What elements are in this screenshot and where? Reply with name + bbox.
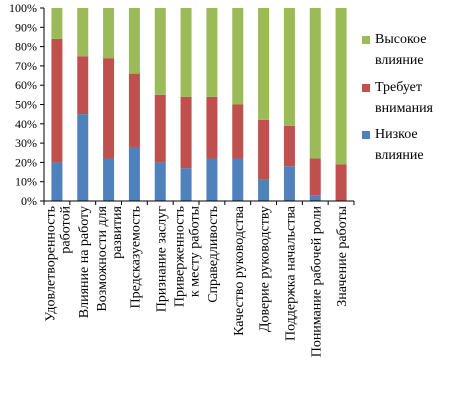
x-category-label-line: Признание заслуг bbox=[154, 206, 169, 312]
bar-segment-5-series-3 bbox=[154, 8, 166, 95]
x-category-label: Предсказуемость bbox=[128, 206, 143, 308]
y-tick-label: 0% bbox=[21, 194, 37, 208]
x-category-label-line: к месту работы bbox=[188, 205, 203, 297]
bar-segment-3-series-1 bbox=[103, 158, 115, 201]
bar-segment-2-series-1 bbox=[77, 114, 89, 201]
legend-swatch bbox=[362, 36, 370, 44]
bar-segment-9-series-2 bbox=[258, 119, 270, 180]
y-tick-label: 60% bbox=[15, 78, 37, 92]
x-category-label-line: Доверие руководству bbox=[258, 206, 273, 332]
x-category-label: Понимание рабочей роли bbox=[309, 206, 324, 358]
y-tick-label: 100% bbox=[9, 1, 37, 15]
x-category-label-line: работой bbox=[58, 205, 73, 253]
x-category-label: Значение работы bbox=[335, 205, 350, 306]
x-category-label-line: Понимание рабочей роли bbox=[309, 206, 324, 358]
x-category-label: Приверженность к месту работы bbox=[173, 205, 203, 307]
bar-segment-4-series-1 bbox=[128, 146, 140, 201]
legend: Высокое влияние Требует внимания Низкое влиян… bbox=[362, 32, 434, 163]
y-tick-label: 50% bbox=[15, 98, 37, 112]
bar-segment-4-series-3 bbox=[128, 8, 140, 74]
bar-segment-5-series-2 bbox=[154, 94, 166, 163]
plot-area bbox=[51, 8, 347, 201]
x-category-label-line: Качество руководства bbox=[232, 205, 247, 336]
bar-segment-2-series-3 bbox=[77, 8, 89, 57]
legend-label: Требует bbox=[375, 80, 422, 95]
bar-segment-1-series-3 bbox=[51, 8, 63, 39]
legend-label: Высокое bbox=[375, 32, 426, 47]
bar-segment-8-series-3 bbox=[232, 8, 244, 105]
x-axis: Удовлетворенность работой Влияние на работ… bbox=[43, 200, 355, 358]
bar-segment-7-series-1 bbox=[206, 158, 218, 201]
x-category-label: Поддержка начальства bbox=[283, 205, 298, 341]
y-tick-label: 90% bbox=[15, 20, 37, 34]
x-category-label: Справедливость bbox=[206, 206, 221, 303]
x-category-label: Признание заслуг bbox=[154, 206, 169, 312]
legend-swatch bbox=[362, 84, 370, 92]
x-category-label-line: Удовлетворенность bbox=[43, 206, 58, 322]
y-tick-label: 80% bbox=[15, 40, 37, 54]
bar-segment-10-series-2 bbox=[283, 125, 295, 167]
legend-item: Требует внимания bbox=[362, 80, 434, 116]
y-tick-label: 40% bbox=[15, 117, 37, 131]
bar-segment-6-series-2 bbox=[180, 96, 192, 169]
x-category-label-line: Поддержка начальства bbox=[283, 205, 298, 341]
bar-segment-2-series-2 bbox=[77, 56, 89, 115]
x-category-label-line: развития bbox=[110, 205, 125, 258]
legend-label: влияние bbox=[375, 148, 424, 163]
x-category-label-line: Приверженность bbox=[173, 206, 188, 307]
legend-item: Низкое влияние bbox=[362, 127, 424, 163]
x-category-label-line: Предсказуемость bbox=[128, 206, 143, 308]
bar-segment-1-series-2 bbox=[51, 38, 63, 163]
legend-label: внимания bbox=[375, 101, 434, 116]
y-tick-label: 30% bbox=[15, 136, 37, 150]
bar-segment-1-series-1 bbox=[51, 162, 63, 201]
bar-segment-11-series-2 bbox=[309, 158, 321, 196]
legend-swatch bbox=[362, 131, 370, 139]
bar-segment-8-series-1 bbox=[232, 158, 244, 201]
x-category-label-line: Возможности для bbox=[95, 205, 110, 311]
bar-segment-6-series-3 bbox=[180, 8, 192, 97]
x-category-label: Влияние на работу bbox=[77, 206, 92, 318]
x-category-label: Удовлетворенность работой bbox=[43, 205, 73, 321]
x-category-label: Возможности для развития bbox=[95, 205, 125, 311]
y-tick-label: 70% bbox=[15, 59, 37, 73]
bar-segment-9-series-3 bbox=[258, 8, 270, 120]
y-axis: 0% 10% 20% 30% 40% 50% 60% 70% 80% 90% 100% bbox=[9, 1, 45, 208]
x-category-label: Качество руководства bbox=[232, 205, 247, 336]
legend-label: влияние bbox=[375, 53, 424, 68]
x-category-label-line: Влияние на работу bbox=[77, 206, 92, 318]
bar-segment-9-series-1 bbox=[258, 179, 270, 201]
y-tick-label: 20% bbox=[15, 155, 37, 169]
bar-segment-4-series-2 bbox=[128, 73, 140, 147]
legend-label: Низкое bbox=[375, 127, 418, 142]
bar-segment-7-series-3 bbox=[206, 8, 218, 97]
bar-segment-5-series-1 bbox=[154, 162, 166, 201]
bar-segment-8-series-2 bbox=[232, 104, 244, 159]
bar-segment-11-series-1 bbox=[309, 195, 321, 201]
bar-segment-7-series-2 bbox=[206, 96, 218, 159]
bar-segment-11-series-3 bbox=[309, 8, 321, 159]
bar-segment-3-series-2 bbox=[103, 58, 115, 159]
bar-segment-6-series-1 bbox=[180, 168, 192, 201]
bar-segment-10-series-1 bbox=[283, 166, 295, 201]
x-category-label-line: Значение работы bbox=[335, 205, 350, 306]
bar-segment-12-series-3 bbox=[335, 8, 347, 165]
legend-item: Высокое влияние bbox=[362, 32, 426, 68]
x-category-label: Доверие руководству bbox=[258, 206, 273, 332]
bar-segment-3-series-3 bbox=[103, 8, 115, 59]
x-category-label-line: Справедливость bbox=[206, 206, 221, 303]
y-tick-label: 10% bbox=[15, 175, 37, 189]
bar-segment-12-series-2 bbox=[335, 164, 347, 201]
bar-segment-10-series-3 bbox=[283, 8, 295, 126]
